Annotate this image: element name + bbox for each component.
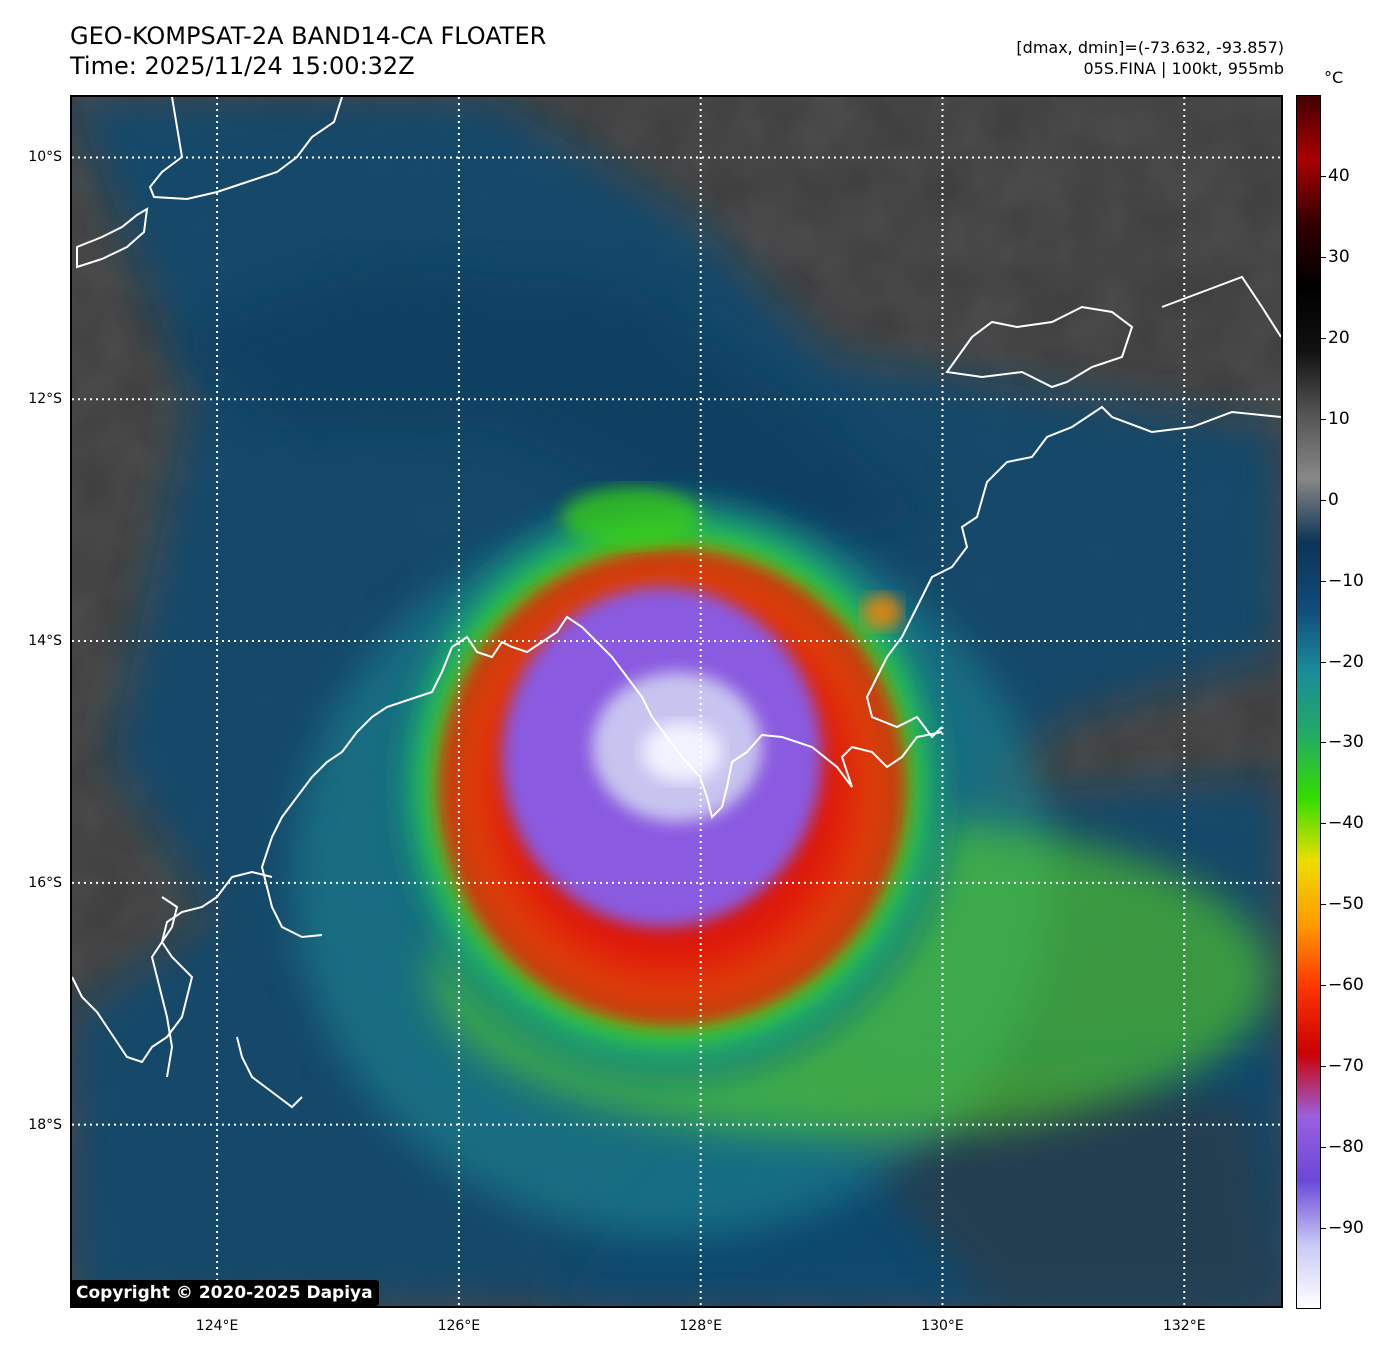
colorbar-tick-mark bbox=[1321, 337, 1326, 339]
colorbar-unit: °C bbox=[1324, 68, 1344, 87]
longitude-label: 124°E bbox=[195, 1318, 239, 1334]
colorbar-tick-label: −80 bbox=[1328, 1137, 1364, 1158]
colorbar-tick-mark bbox=[1321, 985, 1326, 987]
longitude-label: 130°E bbox=[921, 1318, 964, 1334]
temperature-colorbar bbox=[1296, 95, 1321, 1309]
colorbar-tick-label: −90 bbox=[1328, 1218, 1364, 1239]
colorbar-tick-mark bbox=[1321, 661, 1326, 663]
colorbar-tick-label: −50 bbox=[1328, 894, 1364, 915]
image-time: Time: 2025/11/24 15:00:32Z bbox=[70, 52, 415, 80]
colorbar-tick-label: 40 bbox=[1328, 165, 1350, 186]
colorbar-tick-label: 0 bbox=[1328, 489, 1339, 510]
latitude-label: 16°S bbox=[28, 874, 62, 891]
image-title: GEO-KOMPSAT-2A BAND14-CA FLOATER bbox=[70, 22, 547, 50]
colorbar-tick-label: −10 bbox=[1328, 570, 1364, 591]
storm-info: 05S.FINA | 100kt, 955mb bbox=[1083, 59, 1284, 78]
satellite-map[interactable] bbox=[70, 95, 1283, 1308]
colorbar-tick-label: 20 bbox=[1328, 327, 1350, 348]
latitude-label: 14°S bbox=[28, 633, 62, 650]
colorbar-tick-mark bbox=[1321, 499, 1326, 501]
colorbar-tick-mark bbox=[1321, 256, 1326, 258]
colorbar-tick-label: −70 bbox=[1328, 1056, 1364, 1077]
longitude-label: 128°E bbox=[679, 1318, 722, 1334]
colorbar-tick-mark bbox=[1321, 418, 1326, 420]
colorbar-tick-label: 10 bbox=[1328, 408, 1350, 429]
temperature-range: [dmax, dmin]=(-73.632, -93.857) bbox=[1016, 38, 1284, 57]
latitude-label: 12°S bbox=[28, 391, 62, 408]
colorbar-tick-label: −60 bbox=[1328, 975, 1364, 996]
colorbar-tick-mark bbox=[1321, 580, 1326, 582]
colorbar-tick-label: −40 bbox=[1328, 813, 1364, 834]
colorbar-tick-mark bbox=[1321, 175, 1326, 177]
colorbar-tick-label: −20 bbox=[1328, 651, 1364, 672]
colorbar-tick-mark bbox=[1321, 1066, 1326, 1068]
colorbar-tick-label: −30 bbox=[1328, 732, 1364, 753]
colorbar-tick-mark bbox=[1321, 742, 1326, 744]
longitude-label: 126°E bbox=[437, 1318, 481, 1334]
colorbar-tick-label: 30 bbox=[1328, 246, 1350, 267]
latitude-label: 10°S bbox=[28, 149, 62, 166]
latitude-label: 18°S bbox=[28, 1116, 62, 1133]
colorbar-tick-mark bbox=[1321, 904, 1326, 906]
colorbar-tick-mark bbox=[1321, 823, 1326, 825]
colorbar-tick-mark bbox=[1321, 1147, 1326, 1149]
copyright-label: Copyright © 2020-2025 Dapiya bbox=[70, 1280, 379, 1306]
satellite-imagery bbox=[72, 97, 1281, 1306]
longitude-label: 132°E bbox=[1162, 1318, 1206, 1334]
colorbar-tick-mark bbox=[1321, 1228, 1326, 1230]
